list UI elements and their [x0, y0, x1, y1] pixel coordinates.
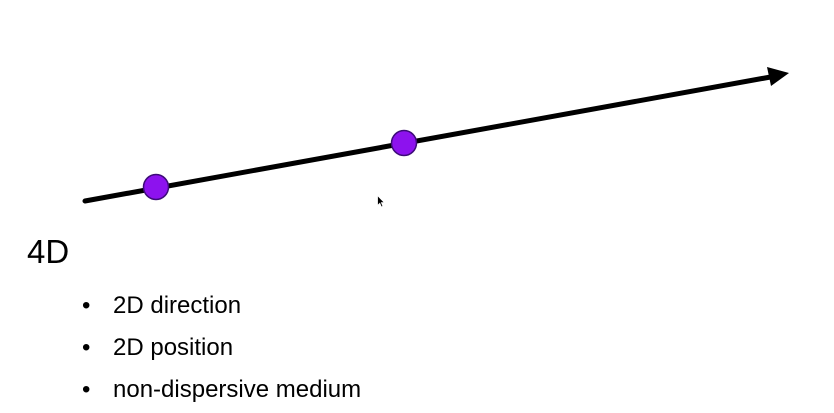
- dimension-heading: 4D: [27, 233, 70, 270]
- ray-point-1: [142, 173, 170, 201]
- list-item: 2D position: [82, 327, 361, 369]
- ray-point-2: [390, 129, 418, 157]
- property-list: 2D direction 2D position non-dispersive …: [82, 285, 361, 411]
- mouse-cursor-icon: [377, 195, 385, 208]
- light-ray-line: [82, 73, 779, 204]
- list-item: 2D direction: [82, 285, 361, 327]
- ray-arrowhead-icon: [767, 67, 789, 86]
- list-item: non-dispersive medium: [82, 369, 361, 411]
